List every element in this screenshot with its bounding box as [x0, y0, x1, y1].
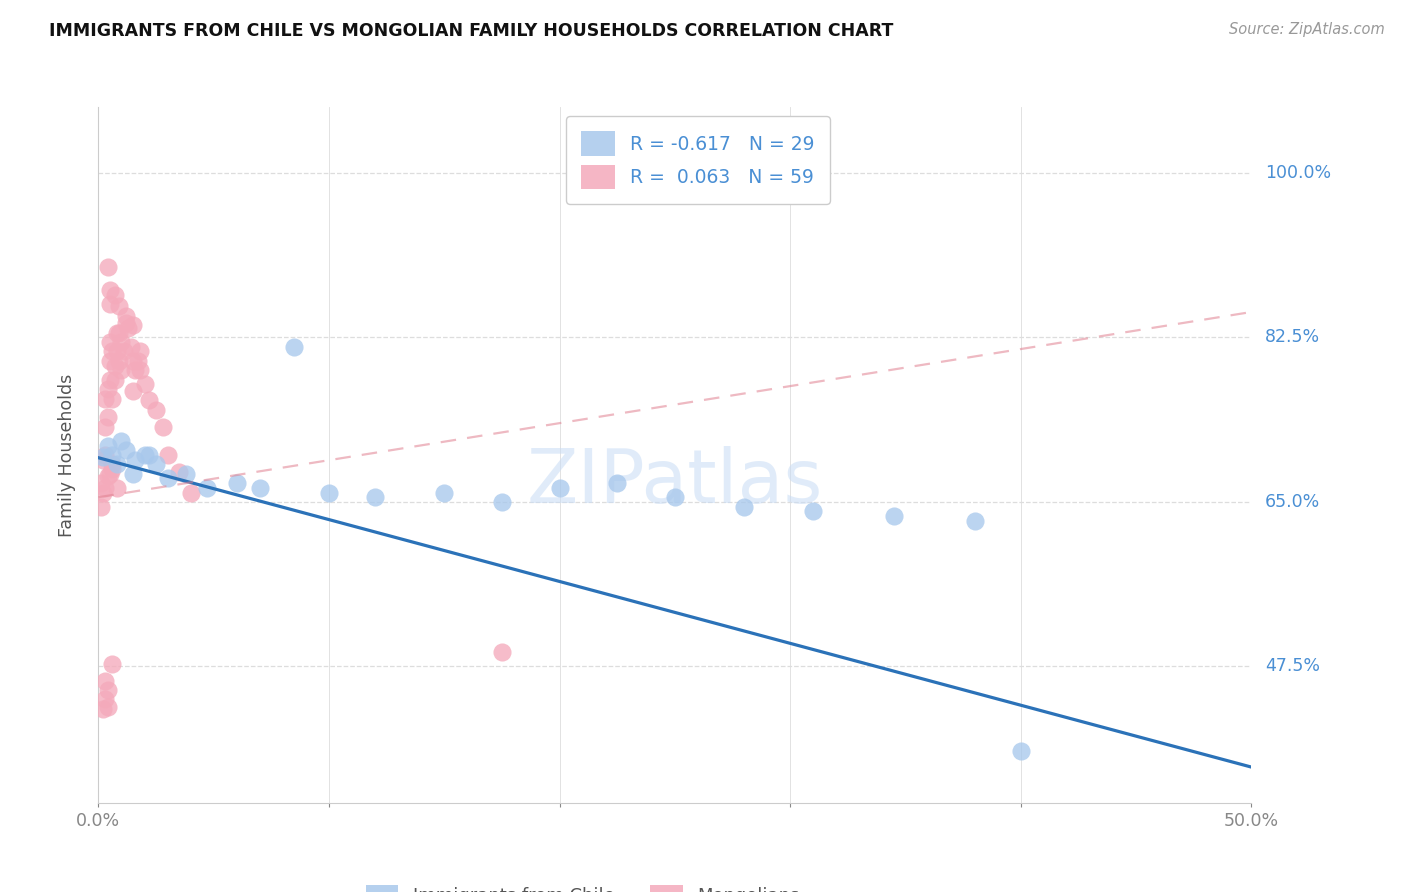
- Point: [1010, 744, 1032, 758]
- Point: [115, 316, 138, 330]
- Point: [97, 382, 120, 396]
- Point: [122, 354, 145, 368]
- Point: [733, 500, 755, 514]
- Point: [97, 468, 120, 483]
- Text: 65.0%: 65.0%: [1265, 493, 1320, 511]
- Point: [110, 363, 132, 377]
- Point: [108, 354, 131, 368]
- Point: [115, 309, 138, 323]
- Point: [98, 335, 121, 350]
- Point: [548, 481, 571, 495]
- Point: [101, 458, 124, 472]
- Point: [105, 481, 128, 495]
- Point: [97, 410, 120, 425]
- Point: [98, 297, 121, 311]
- Point: [134, 448, 156, 462]
- Point: [152, 419, 174, 434]
- Point: [801, 504, 824, 518]
- Point: [94, 419, 117, 434]
- Point: [103, 373, 125, 387]
- Point: [91, 485, 114, 500]
- Point: [122, 467, 145, 481]
- Point: [134, 377, 156, 392]
- Point: [101, 392, 124, 406]
- Point: [103, 359, 125, 373]
- Point: [94, 673, 117, 688]
- Point: [249, 481, 271, 495]
- Point: [91, 452, 114, 467]
- Point: [94, 448, 117, 462]
- Point: [883, 509, 905, 524]
- Point: [94, 481, 117, 495]
- Point: [112, 344, 135, 359]
- Point: [433, 485, 456, 500]
- Point: [138, 393, 160, 408]
- Point: [156, 448, 179, 462]
- Point: [318, 485, 340, 500]
- Point: [664, 490, 686, 504]
- Point: [101, 462, 124, 476]
- Point: [103, 288, 125, 302]
- Point: [91, 450, 114, 464]
- Point: [129, 344, 152, 359]
- Point: [491, 645, 513, 659]
- Point: [97, 438, 120, 452]
- Point: [105, 326, 128, 340]
- Point: [127, 354, 149, 368]
- Point: [606, 476, 628, 491]
- Point: [97, 683, 120, 698]
- Text: Source: ZipAtlas.com: Source: ZipAtlas.com: [1229, 22, 1385, 37]
- Point: [105, 344, 128, 359]
- Text: IMMIGRANTS FROM CHILE VS MONGOLIAN FAMILY HOUSEHOLDS CORRELATION CHART: IMMIGRANTS FROM CHILE VS MONGOLIAN FAMIL…: [49, 22, 894, 40]
- Point: [101, 448, 124, 462]
- Point: [167, 465, 190, 479]
- Point: [122, 318, 145, 333]
- Point: [97, 699, 120, 714]
- Point: [180, 485, 202, 500]
- Point: [117, 321, 139, 335]
- Point: [98, 467, 121, 481]
- Legend: Immigrants from Chile, Mongolians: Immigrants from Chile, Mongolians: [359, 878, 807, 892]
- Point: [145, 458, 167, 472]
- Point: [124, 363, 146, 377]
- Point: [110, 434, 132, 448]
- Point: [110, 335, 132, 350]
- Point: [90, 500, 112, 514]
- Point: [124, 452, 146, 467]
- Text: 47.5%: 47.5%: [1265, 657, 1320, 675]
- Point: [138, 448, 160, 462]
- Point: [98, 354, 121, 368]
- Text: 100.0%: 100.0%: [1265, 164, 1331, 182]
- Point: [120, 340, 142, 354]
- Point: [122, 384, 145, 398]
- Point: [108, 326, 131, 340]
- Point: [129, 363, 152, 377]
- Point: [98, 373, 121, 387]
- Point: [105, 458, 128, 472]
- Point: [101, 344, 124, 359]
- Point: [101, 657, 124, 671]
- Point: [225, 476, 247, 491]
- Point: [963, 514, 986, 528]
- Point: [94, 692, 117, 706]
- Text: ZIPatlas: ZIPatlas: [527, 446, 823, 519]
- Point: [156, 471, 179, 485]
- Text: 82.5%: 82.5%: [1265, 328, 1320, 346]
- Point: [90, 476, 112, 491]
- Point: [283, 340, 305, 354]
- Point: [491, 495, 513, 509]
- Point: [115, 443, 138, 458]
- Point: [195, 481, 218, 495]
- Point: [364, 490, 387, 504]
- Point: [98, 284, 121, 298]
- Point: [91, 702, 114, 716]
- Y-axis label: Family Households: Family Households: [58, 373, 76, 537]
- Point: [174, 467, 197, 481]
- Point: [145, 402, 167, 417]
- Point: [97, 260, 120, 274]
- Point: [94, 392, 117, 406]
- Point: [108, 299, 131, 313]
